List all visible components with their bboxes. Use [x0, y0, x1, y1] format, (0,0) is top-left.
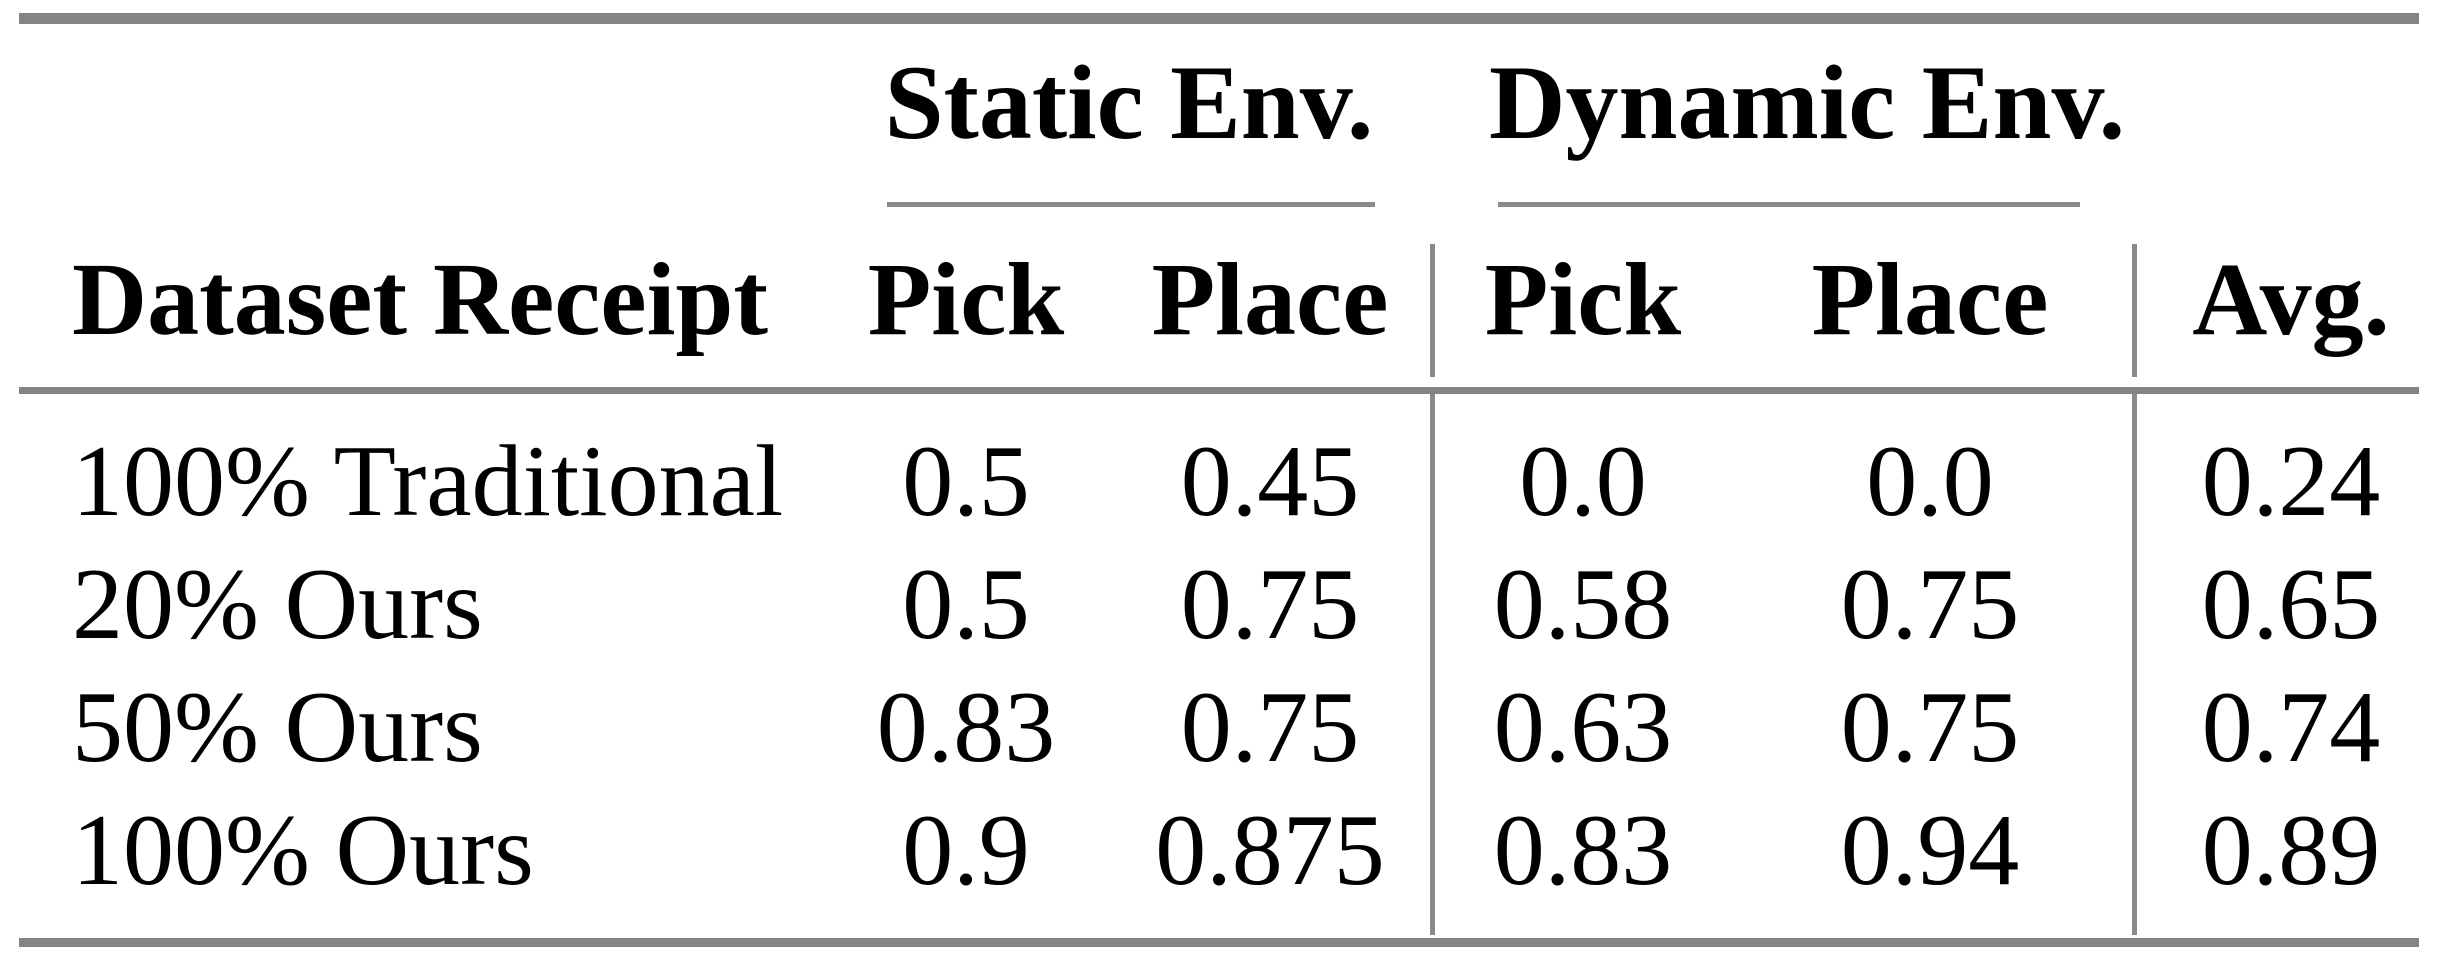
cell-avg: 0.65	[2201, 548, 2381, 661]
cell-dynamic-place: 0.94	[1840, 794, 2020, 907]
cell-static-place: 0.75	[1180, 671, 1360, 784]
cell-dynamic-pick: 0.83	[1493, 794, 1673, 907]
cell-static-place: 0.875	[1155, 794, 1385, 907]
row-label: 50% Ours	[72, 671, 483, 784]
group-header-static-env: Static Env.	[884, 44, 1374, 161]
column-header-dataset-receipt: Dataset Receipt	[72, 242, 768, 357]
table-row: 100% Traditional 0.5 0.45 0.0 0.0 0.24	[0, 420, 2440, 543]
table-top-rule	[19, 13, 2419, 24]
column-header-static-place: Place	[1151, 242, 1389, 357]
row-label: 100% Ours	[72, 794, 534, 907]
table-row: 50% Ours 0.83 0.75 0.63 0.75 0.74	[0, 666, 2440, 789]
cell-dynamic-pick: 0.0	[1519, 425, 1647, 538]
cell-static-pick: 0.5	[902, 425, 1030, 538]
cell-avg: 0.24	[2201, 425, 2381, 538]
cell-avg: 0.74	[2201, 671, 2381, 784]
column-header-dynamic-place: Place	[1811, 242, 2049, 357]
cell-static-place: 0.75	[1180, 548, 1360, 661]
dynamic-env-underline-rule	[1498, 202, 2080, 207]
column-header-static-pick: Pick	[867, 242, 1065, 357]
cell-static-pick: 0.9	[902, 794, 1030, 907]
vertical-separator-2-body	[2132, 394, 2137, 935]
group-header-dynamic-env: Dynamic Env.	[1489, 44, 2126, 161]
cell-static-place: 0.45	[1180, 425, 1360, 538]
row-label: 100% Traditional	[72, 425, 784, 538]
cell-dynamic-pick: 0.63	[1493, 671, 1673, 784]
cell-dynamic-place: 0.0	[1866, 425, 1994, 538]
row-label: 20% Ours	[72, 548, 483, 661]
cell-dynamic-pick: 0.58	[1493, 548, 1673, 661]
cell-dynamic-place: 0.75	[1840, 671, 2020, 784]
vertical-separator-2-header	[2132, 244, 2137, 377]
table-bottom-rule	[19, 938, 2419, 947]
table-row: 20% Ours 0.5 0.75 0.58 0.75 0.65	[0, 543, 2440, 666]
cell-static-pick: 0.83	[876, 671, 1056, 784]
cell-dynamic-place: 0.75	[1840, 548, 2020, 661]
table-row: 100% Ours 0.9 0.875 0.83 0.94 0.89	[0, 789, 2440, 912]
cell-static-pick: 0.5	[902, 548, 1030, 661]
table-header-rule	[19, 387, 2419, 394]
column-header-avg: Avg.	[2192, 242, 2390, 357]
static-env-underline-rule	[887, 202, 1375, 207]
vertical-separator-1-header	[1430, 244, 1435, 377]
vertical-separator-1-body	[1430, 394, 1435, 935]
cell-avg: 0.89	[2201, 794, 2381, 907]
column-header-dynamic-pick: Pick	[1484, 242, 1682, 357]
